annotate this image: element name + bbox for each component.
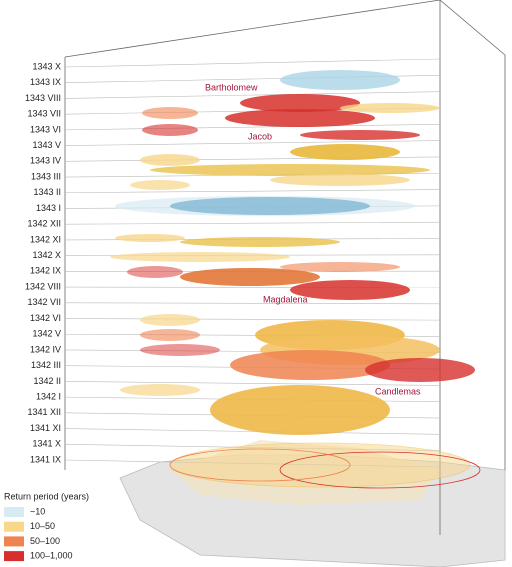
event-label: Jacob: [248, 131, 272, 141]
ellipse: [279, 451, 481, 489]
time-label: 1342 IX: [30, 266, 61, 276]
legend-swatch: [4, 507, 24, 517]
time-line: [64, 58, 441, 68]
time-label: 1343 III: [31, 171, 61, 181]
ellipse: [142, 124, 198, 136]
ellipse: [340, 103, 440, 113]
time-label: 1342 VII: [27, 297, 61, 307]
event-label: Candlemas: [375, 386, 421, 396]
time-line: [64, 302, 441, 305]
time-label: 1343 VI: [30, 124, 61, 134]
ellipse: [280, 262, 400, 272]
ellipses: [110, 70, 481, 489]
time-label: 1342 I: [36, 391, 61, 401]
ellipse: [142, 107, 198, 119]
ellipse: [290, 144, 400, 160]
box-frame: [64, 0, 506, 535]
time-line: [64, 140, 441, 146]
time-label: 1343 IV: [30, 156, 61, 166]
ellipse: [230, 350, 390, 380]
ellipse: [225, 109, 375, 127]
time-label: 1343 VIII: [25, 93, 61, 103]
time-line: [64, 189, 441, 194]
time-label: 1343 IX: [30, 77, 61, 87]
ellipse: [120, 384, 200, 396]
event-label: Bartholomew: [205, 82, 258, 92]
time-line: [64, 123, 441, 131]
time-line: [64, 318, 441, 321]
ellipse: [290, 280, 410, 300]
event-label: Magdalena: [263, 294, 308, 304]
time-label: 1341 XI: [30, 423, 61, 433]
ellipse: [110, 252, 290, 262]
ellipse: [240, 94, 360, 112]
ellipse: [210, 385, 390, 435]
time-label: 1342 IV: [30, 344, 61, 354]
time-label: 1341 IX: [30, 454, 61, 464]
ellipse: [115, 234, 185, 242]
time-label: 1342 III: [31, 360, 61, 370]
time-line: [64, 428, 441, 435]
legend-swatch: [4, 536, 24, 547]
time-line: [64, 91, 441, 99]
legend: ~10 10–50 50–100 100–1,000: [4, 506, 73, 562]
ellipse: [140, 344, 220, 356]
ellipse: [169, 442, 471, 488]
ellipse: [300, 130, 420, 140]
time-label: 1343 VII: [27, 109, 61, 119]
time-label: 1342 X: [32, 250, 61, 260]
time-label: 1343 X: [32, 61, 61, 71]
ellipse: [180, 237, 340, 247]
ellipse: [170, 197, 370, 215]
legend-label: 10–50: [30, 521, 55, 531]
ellipse: [180, 268, 320, 286]
ellipse: [140, 154, 200, 166]
ellipse: [150, 164, 430, 176]
legend-label: ~10: [30, 506, 45, 516]
time-label: 1343 V: [32, 140, 61, 150]
ellipse: [140, 314, 200, 326]
time-label: 1342 VI: [30, 313, 61, 323]
ellipse: [270, 174, 410, 186]
time-label: 1342 VIII: [25, 281, 61, 291]
time-label: 1342 XI: [30, 234, 61, 244]
time-label: 1343 I: [36, 203, 61, 213]
ellipse: [140, 329, 200, 341]
time-label: 1342 XII: [27, 219, 61, 229]
time-label: 1341 XII: [27, 407, 61, 417]
time-label: 1341 X: [32, 439, 61, 449]
legend-swatch: [4, 521, 24, 532]
legend-label: 50–100: [30, 536, 60, 546]
legend-swatch: [4, 551, 24, 562]
legend-label: 100–1,000: [30, 550, 73, 560]
ellipse: [365, 358, 475, 382]
time-label: 1342 II: [33, 376, 61, 386]
ellipse: [127, 266, 183, 278]
time-line: [64, 381, 441, 386]
time-label: 1343 II: [33, 187, 61, 197]
ellipse: [280, 70, 400, 90]
legend-title: Return period (years): [4, 491, 89, 501]
ellipse: [169, 448, 351, 482]
time-label: 1342 V: [32, 329, 61, 339]
time-line: [64, 221, 441, 225]
ellipse: [130, 180, 190, 190]
